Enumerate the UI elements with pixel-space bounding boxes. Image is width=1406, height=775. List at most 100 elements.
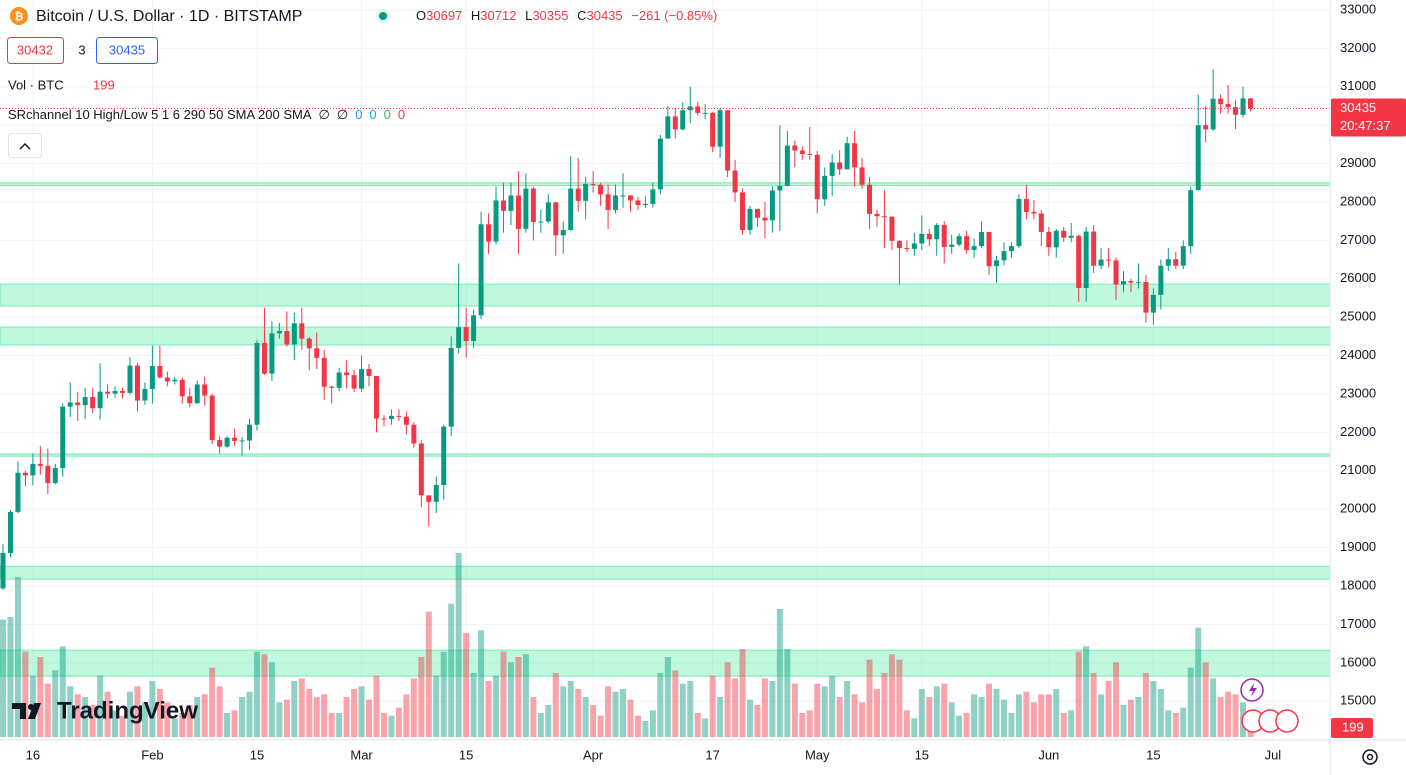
settings-icon <box>1366 753 1374 761</box>
volume-bar <box>747 699 753 737</box>
volume-bar <box>321 694 328 737</box>
sr-zone <box>0 182 1331 186</box>
candle-body <box>500 200 506 211</box>
candle-body <box>956 236 962 245</box>
volume-bar <box>1105 681 1112 737</box>
volume-bar <box>903 710 910 737</box>
volume-bar <box>769 681 776 737</box>
candle-body <box>448 347 454 427</box>
volume-bar <box>829 675 836 737</box>
volume-bar <box>194 697 201 737</box>
bid-box[interactable] <box>7 37 64 64</box>
volume-bar <box>1038 694 1045 737</box>
volume-bar <box>1127 699 1134 737</box>
candle-body <box>680 110 686 130</box>
candle-body <box>754 208 760 218</box>
y-tick-label: 33000 <box>1340 1 1376 16</box>
volume-bar <box>754 705 761 737</box>
candle-body <box>1128 281 1134 283</box>
candle-body <box>941 225 947 247</box>
candle-body <box>478 224 484 316</box>
candle-body <box>829 162 835 176</box>
volume-bar <box>448 603 455 737</box>
candle-body <box>30 463 36 476</box>
candle-body <box>486 224 492 242</box>
volume-bar <box>993 689 1000 737</box>
candle-body <box>762 217 768 221</box>
volume-bar <box>52 670 59 737</box>
volume-bar <box>605 686 612 737</box>
candle-body <box>635 200 641 206</box>
candle-body <box>590 183 596 185</box>
candle-body <box>769 190 775 221</box>
volume-bar <box>7 617 14 737</box>
candle-body <box>889 216 895 241</box>
volume-bar <box>1172 713 1179 737</box>
y-tick-label: 15000 <box>1340 693 1376 708</box>
candle-body <box>1083 231 1089 289</box>
candle-body <box>471 315 477 342</box>
volume-bar <box>134 686 141 737</box>
volume-bar <box>873 689 880 737</box>
y-tick-label: 32000 <box>1340 40 1376 55</box>
candle-body <box>52 468 58 484</box>
candle-body <box>120 390 126 393</box>
volume-bar <box>739 649 746 737</box>
volume-bar <box>0 619 6 737</box>
volume-bar <box>1008 713 1015 737</box>
x-tick-label: Jun <box>1038 747 1059 762</box>
volume-bar <box>1000 699 1007 737</box>
y-tick-label: 20000 <box>1340 501 1376 516</box>
candle-body <box>388 415 394 419</box>
candle-body <box>1046 231 1052 248</box>
volume-bar <box>395 707 402 737</box>
last-price-tag <box>1331 98 1406 137</box>
candle-body <box>1188 190 1194 247</box>
volume-bar <box>313 697 320 737</box>
candle-body <box>1218 98 1224 105</box>
volume-bar <box>627 699 634 737</box>
volume-bar <box>948 702 955 737</box>
y-tick-label: 23000 <box>1340 385 1376 400</box>
volume-bar <box>522 654 529 737</box>
volume-bar <box>507 662 514 737</box>
volume-bar <box>776 609 783 737</box>
volume-bar <box>403 694 410 737</box>
candle-body <box>627 195 633 201</box>
volume-bar <box>1135 697 1142 737</box>
candle-body <box>291 323 297 345</box>
settings-icon[interactable] <box>1362 749 1378 765</box>
volume-bar <box>1142 673 1149 737</box>
candle-body <box>926 233 932 240</box>
event-icon[interactable] <box>1275 709 1299 733</box>
candle-body <box>344 372 350 376</box>
candle-body <box>172 379 178 382</box>
volume-bar <box>433 675 440 737</box>
candle-body <box>583 183 589 201</box>
x-tick-label: 15 <box>250 747 264 762</box>
volume-bar <box>1098 694 1105 737</box>
volume-bar <box>224 713 231 737</box>
candle-body <box>538 221 544 223</box>
volume-bar <box>291 681 298 737</box>
candle-body <box>7 511 13 553</box>
chevron <box>19 142 31 150</box>
candle-body <box>545 202 551 222</box>
volume-bar <box>694 713 701 737</box>
candle-body <box>874 213 880 217</box>
candle-body <box>105 391 111 394</box>
volume-bar <box>590 705 597 737</box>
candle-body <box>329 386 335 388</box>
candle-body <box>949 244 955 247</box>
volume-bar <box>126 691 133 737</box>
indicator-value: 0 <box>369 107 376 122</box>
symbol-title[interactable]: Bitcoin / U.S. Dollar · 1D · BITSTAMP <box>36 8 302 25</box>
candle-body <box>127 365 133 393</box>
candle-body <box>859 167 865 185</box>
ask-box[interactable] <box>96 37 158 64</box>
collapse-button[interactable] <box>8 133 42 158</box>
x-tick-label: 15 <box>1146 747 1160 762</box>
volume-bar <box>821 686 828 737</box>
volume-bar <box>388 715 395 737</box>
